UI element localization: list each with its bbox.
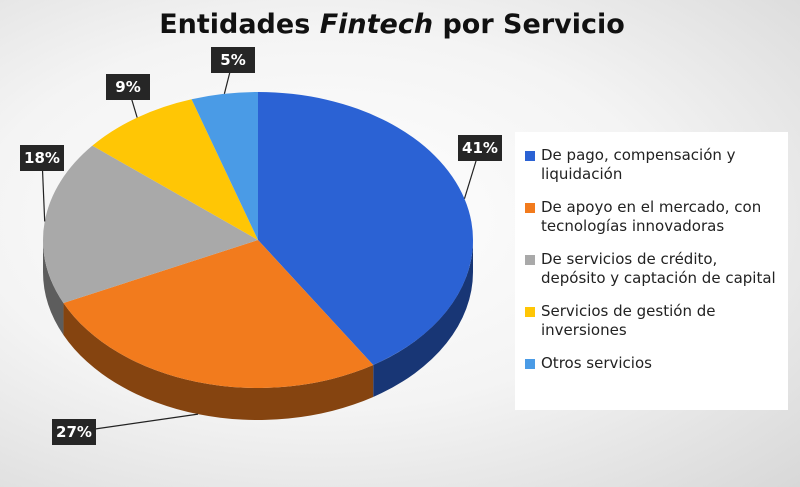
label-box: [52, 419, 96, 445]
legend-swatch: [525, 359, 535, 369]
legend-item: Otros servicios: [525, 354, 778, 373]
legend-item: De apoyo en el mercado, con tecnologías …: [525, 198, 778, 236]
legend-swatch: [525, 203, 535, 213]
legend-swatch: [525, 307, 535, 317]
legend-swatch: [525, 255, 535, 265]
title-part: Entidades: [159, 9, 310, 40]
label-box: [20, 145, 64, 171]
pie: 41% 27% 18% 9% 5%: [20, 47, 502, 445]
label-box: [458, 135, 502, 161]
value-label: 41%: [462, 139, 498, 157]
legend-label: De servicios de crédito, depósito y capt…: [541, 250, 776, 287]
label-box: [106, 74, 150, 100]
value-label: 27%: [56, 423, 92, 441]
legend-label: Otros servicios: [541, 354, 652, 372]
legend-item: De servicios de crédito, depósito y capt…: [525, 250, 778, 288]
slice-side: [373, 240, 473, 397]
title-part: por Servicio: [442, 9, 624, 40]
title-part: Fintech: [320, 9, 433, 40]
legend-swatch: [525, 151, 535, 161]
legend-label: Servicios de gestión de inversiones: [541, 302, 716, 339]
value-label: 18%: [24, 149, 60, 167]
legend-item: Servicios de gestión de inversiones: [525, 302, 778, 340]
slice: [63, 240, 374, 388]
slice: [191, 92, 258, 240]
slice-side: [63, 303, 374, 420]
legend-item: De pago, compensación y liquidación: [525, 146, 778, 184]
legend-label: De pago, compensación y liquidación: [541, 146, 736, 183]
chart-title: Entidades Fintech por Servicio: [159, 9, 625, 40]
label-box: [211, 47, 255, 73]
legend-label: De apoyo en el mercado, con tecnologías …: [541, 198, 762, 235]
slice: [258, 92, 474, 365]
slice: [43, 145, 259, 304]
slice: [92, 99, 258, 240]
value-label: 9%: [115, 78, 140, 96]
value-label: 5%: [220, 51, 245, 69]
legend: De pago, compensación y liquidación De ap…: [515, 132, 788, 410]
slice-side: [43, 240, 64, 336]
